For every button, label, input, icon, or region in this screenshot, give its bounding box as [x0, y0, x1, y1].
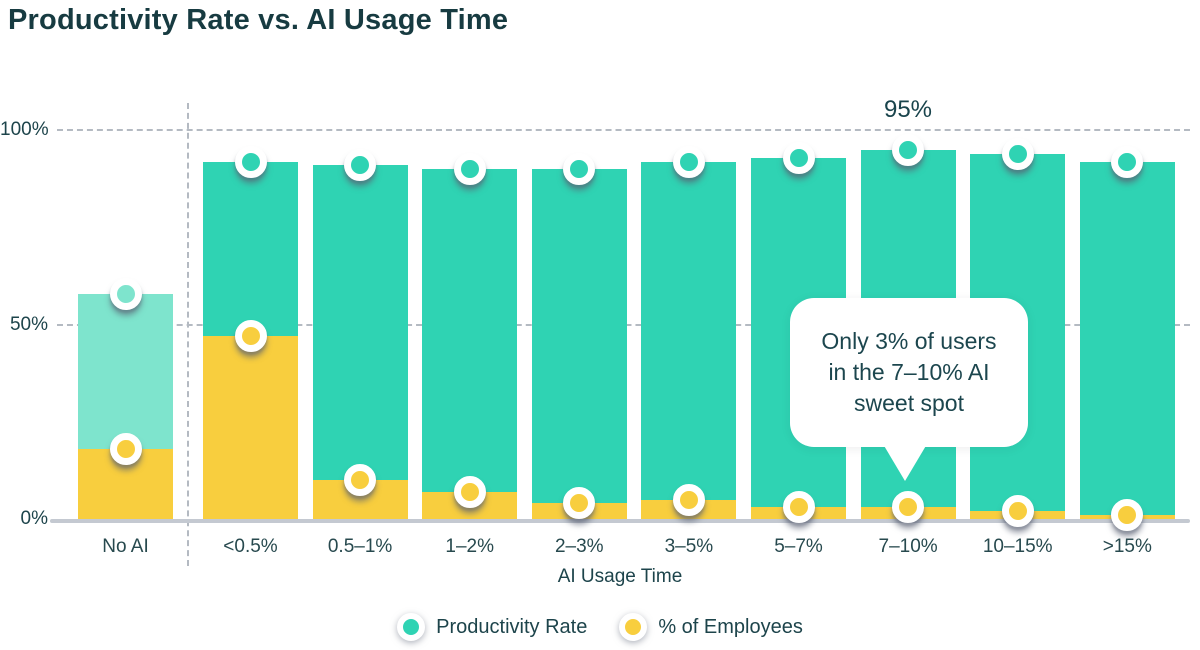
x-tick-label: No AI [102, 536, 149, 557]
productivity-marker-icon [234, 145, 267, 178]
x-tick-label: <0.5% [223, 536, 278, 557]
productivity-marker-icon [1001, 137, 1034, 170]
x-axis-title: AI Usage Time [557, 566, 683, 587]
productivity-bar [1079, 161, 1175, 519]
productivity-bar [641, 161, 737, 519]
x-axis-line [50, 519, 1190, 523]
x-tick-label: 7–10% [878, 536, 938, 557]
max-bar-value-label: 95% [883, 96, 933, 123]
employees-swatch-icon [619, 613, 648, 641]
x-tick-label: 2–3% [554, 536, 604, 557]
x-tick-label: 5–7% [774, 536, 823, 557]
employees-marker-icon [563, 487, 596, 520]
employees-marker-icon [1001, 495, 1034, 528]
y-tick-100: 100% [0, 119, 49, 140]
chart-title: Productivity Rate vs. AI Usage Time [8, 4, 509, 36]
productivity-bar [312, 165, 408, 519]
employees-marker-icon [109, 433, 142, 466]
legend-item-productivity: Productivity Rate [397, 613, 587, 641]
productivity-marker-icon [892, 133, 925, 166]
employees-bar [203, 336, 298, 519]
callout-line-3: sweet spot [854, 390, 964, 416]
callout-bubble: Only 3% of users in the 7–10% AI sweet s… [790, 298, 1028, 447]
employees-marker-icon [453, 475, 486, 508]
x-tick-label: >15% [1102, 536, 1152, 557]
productivity-marker-icon [672, 145, 705, 178]
productivity-marker-icon [782, 141, 815, 174]
employees-marker-icon [782, 491, 815, 524]
legend-item-employees: % of Employees [619, 613, 803, 641]
legend-label-employees: % of Employees [658, 615, 803, 638]
separator-dashed-line [187, 103, 189, 566]
y-tick-0: 0% [20, 508, 48, 529]
employees-marker-icon [1111, 499, 1144, 532]
y-tick-50: 50% [9, 314, 48, 335]
productivity-marker-icon [109, 277, 142, 310]
x-tick-label: 1–2% [445, 536, 494, 557]
productivity-marker-icon [1111, 145, 1144, 178]
employees-marker-icon [672, 483, 705, 516]
productivity-bar [531, 169, 627, 519]
productivity-marker-icon [563, 153, 596, 186]
x-tick-label: 10–15% [982, 536, 1053, 557]
employees-marker-icon [344, 464, 377, 497]
employees-marker-icon [892, 491, 925, 524]
callout-line-1: Only 3% of users [821, 328, 997, 354]
productivity-marker-icon [453, 153, 486, 186]
gridline-100pct [57, 129, 1190, 131]
legend-label-productivity: Productivity Rate [436, 615, 588, 638]
callout-tail [883, 444, 927, 481]
callout-line-2: in the 7–10% AI [828, 359, 990, 385]
productivity-bar [422, 169, 518, 519]
productivity-marker-icon [344, 149, 377, 182]
productivity-swatch-icon [397, 613, 426, 641]
employees-marker-icon [234, 320, 267, 353]
x-tick-label: 3–5% [664, 536, 714, 557]
x-tick-label: 0.5–1% [327, 536, 393, 557]
legend: Productivity Rate % of Employees [0, 613, 1200, 641]
